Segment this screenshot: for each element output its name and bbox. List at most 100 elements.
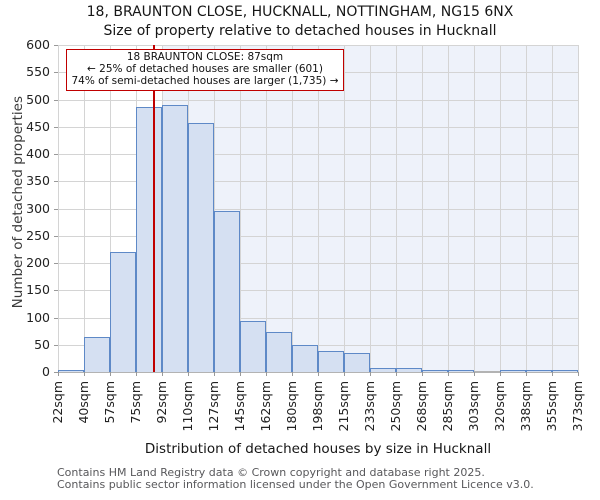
y-tick-mark xyxy=(54,72,58,74)
x-tick-mark xyxy=(370,372,371,376)
x-tick-label: 145sqm xyxy=(232,381,247,432)
x-tick-label: 22sqm xyxy=(50,381,65,424)
y-tick-label: 450 xyxy=(26,118,50,134)
gridline-vertical xyxy=(214,45,215,372)
gridline-vertical xyxy=(318,45,319,372)
x-tick-label: 320sqm xyxy=(492,381,507,432)
histogram-bar xyxy=(162,105,188,372)
y-tick-label: 250 xyxy=(26,227,50,243)
y-tick-mark xyxy=(54,99,58,101)
y-tick-label: 50 xyxy=(34,336,50,352)
x-tick-mark xyxy=(292,372,293,376)
annotation-line-3: 74% of semi-detached houses are larger (… xyxy=(71,74,339,87)
gridline-vertical xyxy=(58,45,59,372)
histogram-bar xyxy=(526,370,552,372)
x-tick-label: 92sqm xyxy=(154,381,169,424)
y-tick-mark xyxy=(54,344,58,346)
gridline-vertical xyxy=(578,45,579,372)
histogram-bar xyxy=(110,252,136,372)
y-tick-mark xyxy=(54,290,58,292)
histogram-bar xyxy=(58,370,84,372)
histogram-bar xyxy=(396,368,422,372)
x-tick-mark xyxy=(396,372,397,376)
x-tick-mark xyxy=(266,372,267,376)
x-tick-label: 180sqm xyxy=(284,381,299,432)
y-tick-label: 550 xyxy=(26,64,50,80)
y-tick-label: 100 xyxy=(26,309,50,325)
x-tick-mark xyxy=(526,372,527,376)
x-tick-label: 127sqm xyxy=(206,381,221,432)
x-tick-label: 250sqm xyxy=(388,381,403,432)
histogram-bar xyxy=(370,368,396,372)
histogram-bar xyxy=(240,321,266,372)
gridline-vertical xyxy=(110,45,111,372)
gridline-vertical xyxy=(526,45,527,372)
y-tick-mark xyxy=(54,45,58,46)
gridline-vertical xyxy=(396,45,397,372)
x-tick-label: 268sqm xyxy=(414,381,429,432)
y-tick-label: 600 xyxy=(26,37,50,52)
histogram-bar xyxy=(84,336,110,372)
chart-subtitle: Size of property relative to detached ho… xyxy=(103,23,497,39)
x-tick-label: 215sqm xyxy=(336,381,351,432)
y-tick-mark xyxy=(54,235,58,237)
y-tick-mark xyxy=(54,181,58,183)
x-tick-mark xyxy=(240,372,241,376)
plot-area xyxy=(58,45,579,373)
x-tick-mark xyxy=(552,372,553,376)
chart-title: 18, BRAUNTON CLOSE, HUCKNALL, NOTTINGHAM… xyxy=(86,4,514,20)
gridline-vertical xyxy=(552,45,553,372)
histogram-bar xyxy=(448,370,474,372)
x-axis-title: Distribution of detached houses by size … xyxy=(144,441,492,457)
histogram-bar xyxy=(292,345,318,372)
gridline-vertical xyxy=(344,45,345,372)
gridline-vertical xyxy=(500,45,501,372)
histogram-bar xyxy=(422,370,448,372)
x-tick-label: 40sqm xyxy=(76,381,91,424)
x-tick-label: 198sqm xyxy=(310,381,325,432)
x-tick-mark xyxy=(448,372,449,376)
x-tick-mark xyxy=(344,372,345,376)
y-tick-label: 500 xyxy=(26,91,50,107)
gridline-vertical xyxy=(240,45,241,372)
x-tick-label: 285sqm xyxy=(440,381,455,432)
x-tick-label: 57sqm xyxy=(102,381,117,424)
y-tick-mark xyxy=(54,372,58,373)
annotation-line-1: 18 BRAUNTON CLOSE: 87sqm xyxy=(126,51,284,63)
y-tick-mark xyxy=(54,208,58,210)
x-tick-label: 110sqm xyxy=(180,381,195,432)
x-tick-label: 303sqm xyxy=(466,381,481,432)
x-tick-label: 75sqm xyxy=(128,381,143,424)
x-tick-mark xyxy=(58,372,59,376)
x-tick-mark xyxy=(318,372,319,376)
x-tick-label: 162sqm xyxy=(258,381,273,432)
x-tick-label: 355sqm xyxy=(544,381,559,432)
annotation-line-2: ← 25% of detached houses are smaller (60… xyxy=(87,62,323,75)
histogram-bar xyxy=(136,107,162,372)
y-tick-mark xyxy=(54,263,58,264)
x-tick-label: 338sqm xyxy=(518,381,533,432)
y-axis-title: Number of detached properties xyxy=(10,96,26,309)
histogram-bar xyxy=(188,123,214,372)
x-tick-mark xyxy=(474,372,475,376)
gridline-vertical xyxy=(266,45,267,372)
x-tick-mark xyxy=(110,372,111,376)
gridline-vertical xyxy=(422,45,423,372)
y-tick-label: 200 xyxy=(26,255,50,270)
footer-attribution: Contains HM Land Registry data © Crown c… xyxy=(57,467,534,490)
x-tick-label: 233sqm xyxy=(362,381,377,432)
histogram-bar xyxy=(214,211,240,372)
y-tick-label: 350 xyxy=(26,173,50,189)
x-tick-mark xyxy=(136,372,137,376)
x-tick-mark xyxy=(188,372,189,376)
y-tick-mark xyxy=(54,154,58,155)
histogram-bar xyxy=(266,332,292,372)
x-tick-mark xyxy=(214,372,215,376)
y-tick-label: 0 xyxy=(42,364,50,379)
histogram-bar xyxy=(552,370,578,372)
x-tick-mark xyxy=(422,372,423,376)
property-size-marker-line xyxy=(153,45,156,372)
x-tick-mark xyxy=(500,372,501,376)
x-tick-mark xyxy=(578,372,579,376)
y-tick-mark xyxy=(54,317,58,319)
